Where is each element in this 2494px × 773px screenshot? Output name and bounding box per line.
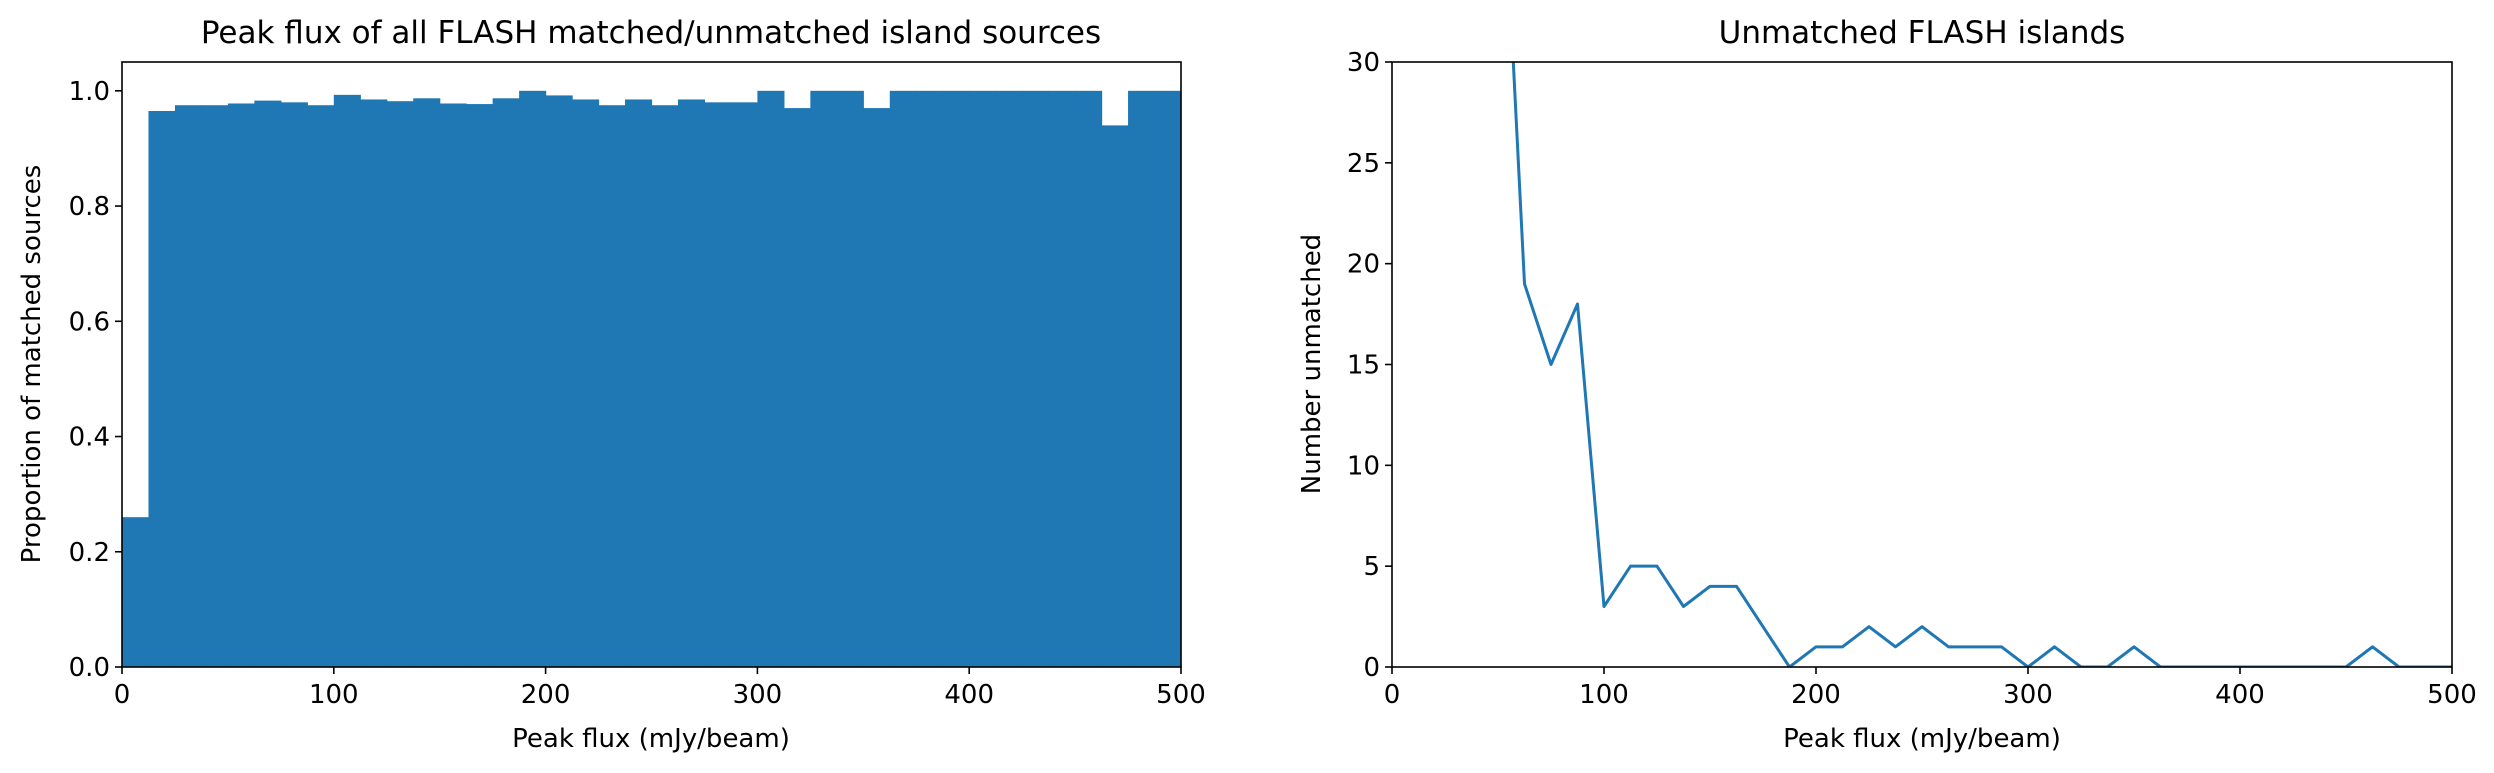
unmatched-y-tick-label: 20	[1347, 250, 1380, 280]
histogram-bar	[969, 90, 997, 668]
histogram-y-tick-label: 0.4	[69, 423, 110, 453]
histogram-x-tick-label: 200	[521, 680, 571, 710]
histogram-y-tick-label: 1.0	[69, 77, 110, 107]
histogram-bar	[572, 99, 600, 667]
histogram-bar	[492, 98, 520, 668]
histogram-x-label: Peak flux (mJy/beam)	[512, 724, 790, 754]
histogram-y-tick-label: 0.0	[69, 653, 110, 683]
unmatched-y-tick-label: 30	[1347, 48, 1380, 78]
histogram-bar	[783, 108, 811, 668]
unmatched-x-tick-label: 0	[1384, 680, 1401, 710]
histogram-bar	[201, 105, 229, 667]
histogram-bar	[1101, 125, 1129, 667]
unmatched-y-tick-label: 10	[1347, 451, 1380, 481]
histogram-bar	[836, 90, 864, 668]
histogram-bar	[704, 102, 732, 668]
histogram-bar	[413, 98, 441, 668]
histogram-x-ticks: 0 100 200 300 400 500	[114, 667, 1206, 710]
histogram-x-tick-label: 0	[114, 680, 131, 710]
histogram-bar	[730, 102, 758, 668]
histogram-x-tick-label: 100	[309, 680, 359, 710]
histogram-bar	[227, 103, 255, 667]
histogram-bar	[519, 90, 547, 668]
unmatched-x-tick-label: 200	[1791, 680, 1841, 710]
histogram-bar	[545, 95, 573, 667]
unmatched-x-label: Peak flux (mJy/beam)	[1783, 724, 2061, 754]
histogram-y-tick-label: 0.8	[69, 192, 110, 222]
histogram-bar	[757, 90, 785, 668]
histogram-x-tick-label: 400	[944, 680, 994, 710]
histogram-bars	[122, 90, 1182, 668]
histogram-y-tick-label: 0.2	[69, 538, 110, 568]
histogram-y-tick-label: 0.6	[69, 307, 110, 337]
histogram-bar	[677, 99, 706, 667]
histogram-bar	[625, 99, 653, 667]
histogram-bar	[1022, 90, 1050, 668]
histogram-bar	[307, 105, 335, 667]
histogram-bar	[1154, 90, 1182, 668]
histogram-bar	[466, 104, 494, 668]
histogram-bar	[360, 99, 388, 667]
histogram-y-ticks: 0.0 0.2 0.4 0.6 0.8 1.0	[69, 77, 122, 683]
unmatched-panel: Unmatched FLASH islands 0 100 200 300 400 500…	[1297, 15, 2477, 754]
unmatched-y-tick-label: 25	[1347, 149, 1380, 179]
histogram-bar	[598, 105, 626, 667]
histogram-bar	[995, 90, 1023, 668]
histogram-axes-frame	[121, 61, 1182, 668]
histogram-bar	[122, 517, 150, 667]
histogram-bar	[942, 90, 970, 668]
unmatched-x-ticks: 0 100 200 300 400 500	[1384, 667, 2477, 710]
unmatched-y-tick-label: 15	[1347, 351, 1380, 381]
histogram-bar	[174, 105, 203, 667]
histogram-y-label: Proportion of matched sources	[17, 165, 47, 564]
histogram-x-tick-label: 300	[733, 680, 783, 710]
unmatched-y-ticks: 0 5 10 15 20 25 30	[1347, 48, 1392, 683]
histogram-bar	[254, 100, 282, 668]
histogram-bar	[280, 102, 308, 668]
unmatched-y-label: Number unmatched	[1297, 234, 1327, 494]
histogram-bar	[1075, 90, 1103, 668]
histogram-bar	[148, 110, 176, 667]
histogram-bar	[863, 108, 891, 668]
histogram-title: Peak flux of all FLASH matched/unmatched…	[201, 15, 1101, 51]
unmatched-y-tick-label: 0	[1363, 653, 1380, 683]
histogram-panel: Peak flux of all FLASH matched/unmatched…	[17, 15, 1206, 754]
histogram-bar	[1048, 90, 1076, 668]
unmatched-x-tick-label: 500	[2427, 680, 2477, 710]
histogram-bar	[386, 101, 414, 667]
histogram-bar	[810, 90, 838, 668]
unmatched-series-line	[1511, 62, 2452, 667]
histogram-x-tick-label: 500	[1156, 680, 1206, 710]
histogram-bar	[651, 105, 679, 667]
histogram-bar	[1128, 90, 1156, 668]
histogram-bar	[889, 90, 917, 668]
unmatched-x-tick-label: 300	[2003, 680, 2053, 710]
histogram-bar	[916, 90, 944, 668]
histogram-bar	[333, 94, 361, 668]
unmatched-x-tick-label: 100	[1579, 680, 1629, 710]
unmatched-x-tick-label: 400	[2215, 680, 2265, 710]
unmatched-y-tick-label: 5	[1363, 552, 1380, 582]
histogram-bar	[439, 103, 467, 667]
unmatched-title: Unmatched FLASH islands	[1719, 15, 2126, 51]
